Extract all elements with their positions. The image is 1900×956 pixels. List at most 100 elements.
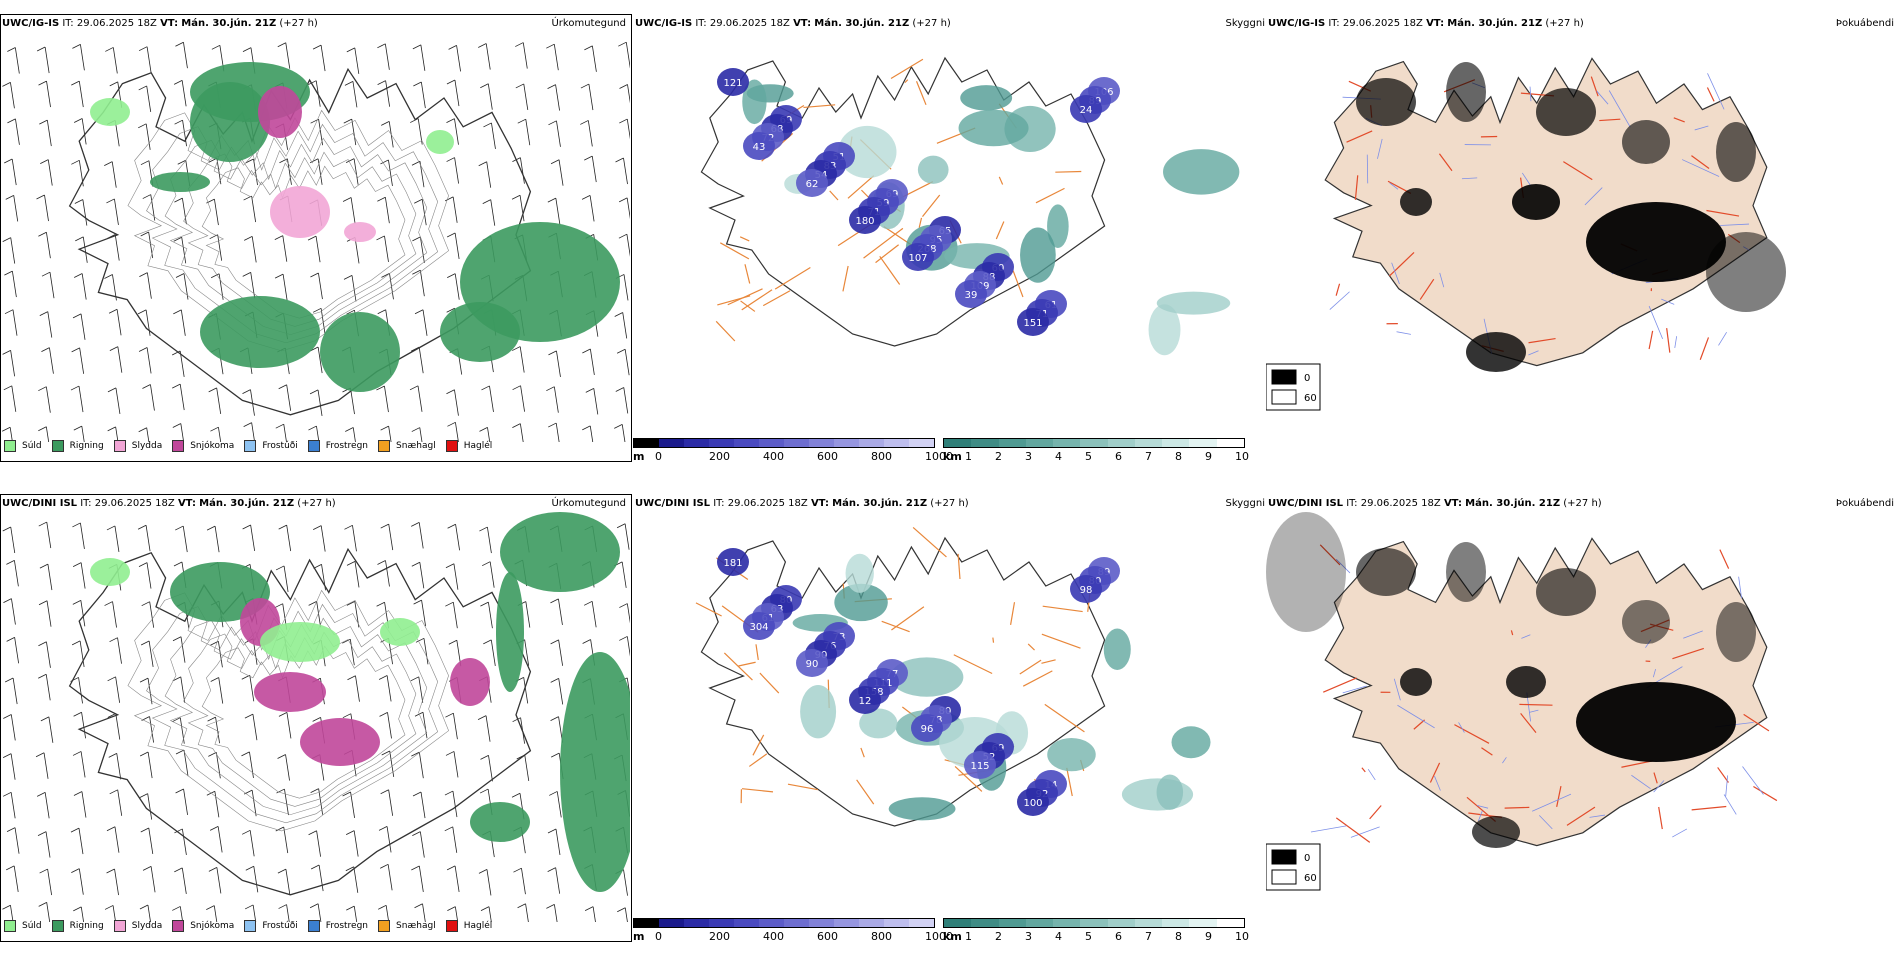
wind-barb	[217, 388, 221, 414]
wind-barb	[81, 314, 85, 340]
wind-barb-flag	[583, 640, 591, 644]
wind-barb	[184, 750, 188, 776]
wind-barb-flag	[246, 159, 254, 163]
wind-barb	[14, 195, 18, 221]
precip-area	[258, 86, 302, 138]
wind-barb-flag	[275, 604, 283, 608]
wind-barb	[387, 826, 391, 852]
wind-barb	[520, 347, 524, 373]
wind-barb-flag	[139, 563, 147, 567]
wind-barb-flag	[346, 159, 354, 163]
wind-barb	[488, 602, 492, 628]
ceiling-label: 39	[965, 290, 978, 301]
wind-barb	[80, 348, 84, 374]
legend-swatch	[378, 920, 390, 932]
legend-label: Súld	[22, 441, 42, 451]
wind-barb	[487, 162, 491, 188]
wind-barb-flag	[617, 524, 625, 528]
it-value: 29.06.2025 18Z	[1343, 18, 1423, 29]
colorbar-unit: km	[943, 930, 962, 943]
wind-barb-flag	[279, 712, 287, 716]
it-label: IT:	[1346, 498, 1357, 509]
road	[1707, 88, 1714, 102]
wind-barb-flag	[343, 714, 351, 718]
colorbar-tick: 5	[1085, 930, 1092, 943]
wind-barb	[48, 312, 52, 338]
colorbar-cell	[971, 919, 998, 927]
wind-barb	[625, 524, 629, 550]
fog-area	[1536, 568, 1596, 616]
wind-barb-flag	[276, 424, 284, 428]
wind-barb	[520, 424, 524, 442]
wind-barb-flag	[138, 124, 146, 128]
legend-swatch	[4, 440, 16, 452]
wind-barb-flag	[4, 159, 12, 163]
it-value: 29.06.2025 18Z	[1361, 498, 1441, 509]
road	[749, 754, 766, 767]
colorbar-tick: 800	[871, 930, 892, 943]
wind-barb	[389, 524, 393, 550]
wind-barb-flag	[138, 310, 146, 314]
wind-barb-flag	[347, 676, 355, 680]
wind-barb-flag	[72, 641, 80, 645]
wind-barb	[146, 525, 150, 551]
wind-barb-flag	[445, 713, 453, 717]
river	[1718, 332, 1726, 345]
wind-barb-flag	[311, 865, 319, 869]
legend-label: Súld	[22, 921, 42, 931]
wind-barb	[181, 677, 185, 703]
wind-barb	[355, 676, 359, 702]
wind-barb	[622, 424, 626, 442]
wind-barb	[318, 390, 322, 416]
wind-barb-flag	[446, 564, 454, 568]
wind-barb	[316, 236, 320, 262]
wind-barb	[250, 675, 254, 701]
wind-barb	[526, 904, 530, 922]
colorbar-cell	[834, 919, 859, 927]
wind-barb	[11, 754, 15, 780]
wind-barb	[589, 84, 593, 110]
wind-barb	[15, 119, 19, 145]
legend-item: Frostúði	[244, 440, 297, 452]
wind-barb	[11, 714, 15, 740]
wind-barb	[354, 831, 358, 857]
colorbar-cell	[944, 919, 971, 927]
fog-area	[1400, 668, 1432, 696]
wind-barb	[49, 348, 53, 374]
wind-barb	[13, 310, 17, 336]
lead-time: (+27 h)	[1563, 498, 1601, 509]
variable-name: Þokuábendi	[1836, 18, 1894, 29]
wind-barb-flag	[106, 199, 114, 203]
wind-barb	[252, 196, 256, 222]
wind-barb	[151, 866, 155, 892]
wind-barb	[14, 866, 18, 892]
wind-barb	[14, 560, 18, 586]
precip-area	[344, 222, 376, 242]
visibility-area	[918, 156, 949, 184]
vt-label: VT:	[793, 18, 811, 29]
wind-barb-flag	[584, 46, 592, 50]
colorbar-cell	[1189, 919, 1216, 927]
wind-barb	[251, 272, 255, 298]
wind-barb	[46, 832, 50, 858]
wind-barb-flag	[110, 790, 118, 794]
colorbar-cell	[734, 919, 759, 927]
visibility-area	[1157, 292, 1230, 315]
panel-title: UWC/DINI ISL IT: 29.06.2025 18Z VT: Mán.…	[1268, 498, 1602, 509]
legend-label: Frostúði	[262, 441, 297, 451]
wind-barb-flag	[479, 527, 487, 531]
colorbar-tick: 8	[1175, 450, 1182, 463]
wind-barb	[352, 119, 356, 145]
ceiling-label: 181	[723, 558, 742, 569]
wind-barb	[590, 426, 594, 442]
wind-barb	[624, 387, 628, 413]
wind-barb-flag	[617, 349, 625, 353]
wind-barb-flag	[243, 390, 251, 394]
wind-barb-flag	[172, 906, 180, 910]
wind-barb-flag	[275, 274, 283, 278]
colorbar-tick: 0	[655, 450, 662, 463]
wind-barb	[592, 601, 596, 627]
legend-item: Súld	[4, 440, 42, 452]
precip-area	[440, 302, 520, 362]
